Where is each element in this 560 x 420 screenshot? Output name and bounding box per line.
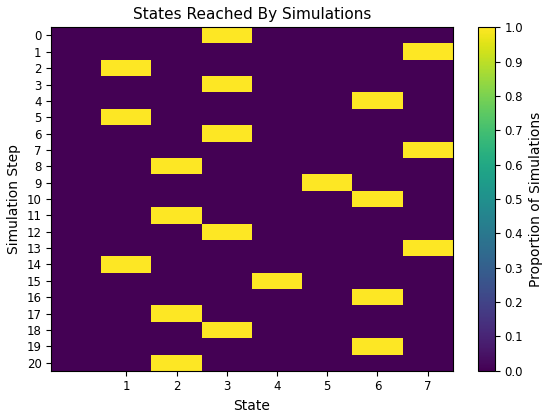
Y-axis label: Proportion of Simulations: Proportion of Simulations	[529, 111, 543, 287]
Title: States Reached By Simulations: States Reached By Simulations	[133, 7, 371, 22]
Y-axis label: Simulation Step: Simulation Step	[7, 144, 21, 254]
X-axis label: State: State	[234, 399, 270, 413]
